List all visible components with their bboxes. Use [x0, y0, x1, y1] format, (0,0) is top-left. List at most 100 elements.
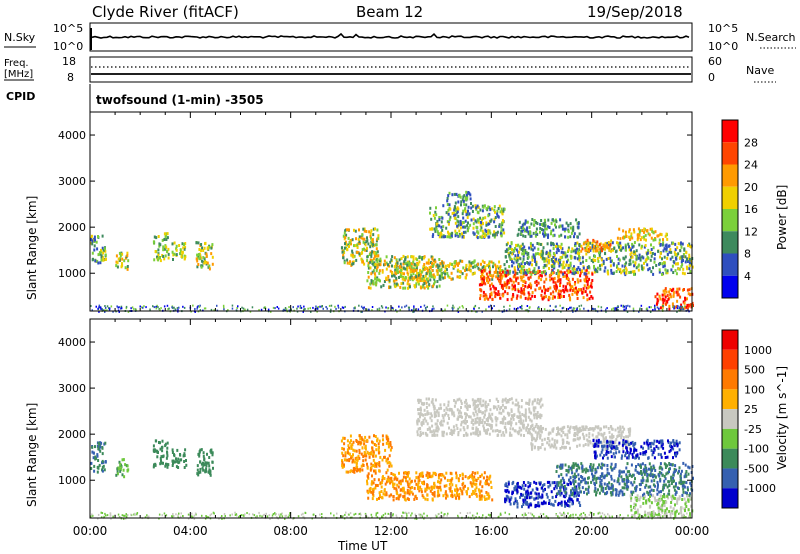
- echo-cell: [541, 502, 544, 506]
- echo-cell: [501, 211, 504, 215]
- echo-cell: [461, 492, 464, 496]
- echo-cell: [520, 271, 523, 275]
- echo-cell: [580, 288, 583, 292]
- echo-cell: [385, 471, 388, 475]
- echo-cell: [500, 207, 503, 211]
- echo-cell: [175, 248, 178, 252]
- echo-cell: [330, 304, 333, 307]
- echo-cell: [596, 435, 598, 439]
- echo-cell: [157, 451, 159, 454]
- echo-cell: [506, 241, 509, 245]
- echo-cell: [449, 207, 452, 211]
- echo-cell: [557, 247, 559, 251]
- echo-cell: [370, 254, 373, 258]
- echo-cell: [588, 432, 591, 436]
- echo-cell: [455, 484, 458, 488]
- echo-cell: [402, 254, 405, 258]
- echo-cell: [165, 245, 168, 249]
- echo-cell: [487, 423, 490, 427]
- echo-cell: [441, 264, 444, 268]
- echo-cell: [100, 258, 103, 262]
- echo-cell: [436, 409, 439, 413]
- echo-cell: [540, 293, 543, 297]
- echo-cell: [421, 472, 424, 476]
- echo-cell: [108, 308, 111, 311]
- echo-cell: [567, 223, 570, 227]
- echo-cell: [512, 270, 515, 274]
- echo-cell: [688, 288, 691, 292]
- echo-cell: [97, 459, 100, 462]
- echo-cell: [547, 485, 550, 489]
- echo-cell: [231, 304, 234, 307]
- echo-cell: [569, 497, 572, 501]
- echo-cell: [391, 271, 394, 275]
- echo-cell: [457, 415, 460, 419]
- echo-cell: [199, 460, 202, 464]
- echo-cell: [569, 226, 572, 230]
- echo-cell: [663, 264, 666, 268]
- echo-cell: [623, 268, 626, 272]
- echo-cell: [516, 271, 519, 275]
- echo-cell: [541, 403, 544, 407]
- echo-cell: [553, 284, 556, 288]
- power-colorbar-label: Power [dB]: [775, 185, 789, 250]
- freq-tick-bottom: 8: [67, 71, 74, 84]
- echo-cell: [480, 226, 483, 230]
- echo-cell: [90, 467, 93, 470]
- echo-cell: [459, 259, 462, 263]
- echo-cell: [486, 263, 489, 267]
- echo-cell: [531, 447, 533, 451]
- echo-cell: [393, 473, 396, 477]
- echo-cell: [476, 226, 479, 229]
- echo-cell: [449, 262, 452, 266]
- echo-cell: [526, 402, 529, 405]
- echo-cell: [544, 227, 547, 231]
- echo-cell: [420, 488, 423, 492]
- echo-cell: [668, 290, 671, 294]
- echo-cell: [660, 233, 663, 237]
- echo-cell: [543, 270, 545, 274]
- echo-cell: [96, 454, 99, 458]
- echo-cell: [477, 266, 480, 270]
- echo-cell: [661, 257, 663, 261]
- echo-cell: [617, 267, 620, 271]
- echo-cell: [166, 446, 169, 450]
- echo-cell: [545, 227, 548, 231]
- echo-cell: [172, 253, 175, 257]
- echo-cell: [593, 244, 595, 248]
- echo-cell: [555, 309, 558, 312]
- echo-cell: [537, 502, 540, 506]
- echo-cell: [686, 258, 688, 262]
- echo-cell: [534, 257, 536, 261]
- echo-cell: [159, 309, 161, 311]
- echo-cell: [528, 262, 531, 266]
- echo-cell: [670, 478, 673, 482]
- echo-cell: [244, 308, 246, 311]
- echo-cell: [579, 274, 582, 278]
- echo-cell: [464, 484, 466, 488]
- echo-cell: [599, 255, 602, 259]
- echo-region: [366, 471, 494, 502]
- echo-cell: [418, 273, 420, 277]
- echo-cell: [159, 441, 161, 445]
- echo-cell: [104, 249, 107, 253]
- echo-cell: [496, 277, 499, 281]
- echo-cell: [297, 305, 299, 308]
- echo-cell: [498, 223, 501, 227]
- echo-cell: [578, 256, 581, 260]
- echo-cell: [584, 274, 587, 278]
- echo-cell: [350, 446, 353, 450]
- echo-cell: [495, 270, 498, 274]
- echo-cell: [497, 400, 500, 403]
- echo-cell: [485, 430, 488, 434]
- echo-cell: [650, 243, 652, 247]
- echo-cell: [576, 307, 578, 310]
- echo-cell: [586, 283, 589, 287]
- echo-cell: [358, 304, 360, 307]
- echo-cell: [457, 417, 459, 421]
- echo-cell: [548, 439, 551, 443]
- echo-cell: [374, 274, 377, 278]
- echo-cell: [535, 413, 538, 417]
- echo-cell: [392, 308, 394, 311]
